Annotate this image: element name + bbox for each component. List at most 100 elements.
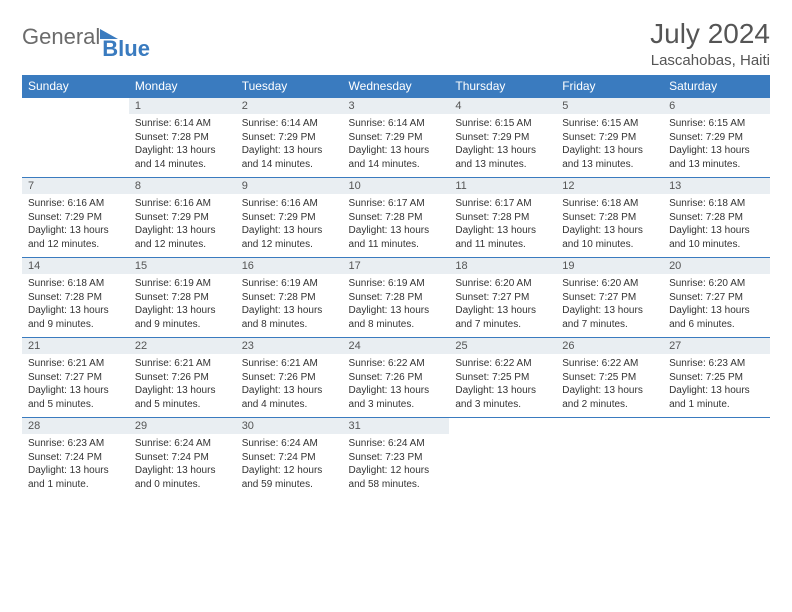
day-content: Sunrise: 6:21 AMSunset: 7:27 PMDaylight:…: [22, 354, 129, 417]
sunrise-line: Sunrise: 6:14 AM: [135, 117, 230, 131]
calendar-cell: [22, 98, 129, 178]
daylight-line-2: and 13 minutes.: [455, 158, 550, 172]
day-content: Sunrise: 6:24 AMSunset: 7:24 PMDaylight:…: [129, 434, 236, 497]
sunset-line: Sunset: 7:27 PM: [562, 291, 657, 305]
sunrise-line: Sunrise: 6:21 AM: [28, 357, 123, 371]
day-content: Sunrise: 6:14 AMSunset: 7:29 PMDaylight:…: [236, 114, 343, 177]
day-number: 26: [556, 338, 663, 354]
daylight-line-2: and 13 minutes.: [669, 158, 764, 172]
weekday-header-row: SundayMondayTuesdayWednesdayThursdayFrid…: [22, 75, 770, 98]
daylight-line-2: and 6 minutes.: [669, 318, 764, 332]
daylight-line-2: and 10 minutes.: [669, 238, 764, 252]
sunset-line: Sunset: 7:29 PM: [242, 131, 337, 145]
day-content: Sunrise: 6:24 AMSunset: 7:23 PMDaylight:…: [343, 434, 450, 497]
daylight-line-2: and 7 minutes.: [562, 318, 657, 332]
calendar-cell: 8Sunrise: 6:16 AMSunset: 7:29 PMDaylight…: [129, 178, 236, 258]
calendar-cell: 16Sunrise: 6:19 AMSunset: 7:28 PMDayligh…: [236, 258, 343, 338]
sunset-line: Sunset: 7:28 PM: [562, 211, 657, 225]
daylight-line-1: Daylight: 13 hours: [349, 224, 444, 238]
day-content: Sunrise: 6:18 AMSunset: 7:28 PMDaylight:…: [22, 274, 129, 337]
calendar-cell: 30Sunrise: 6:24 AMSunset: 7:24 PMDayligh…: [236, 418, 343, 498]
day-number: 20: [663, 258, 770, 274]
calendar-cell: 23Sunrise: 6:21 AMSunset: 7:26 PMDayligh…: [236, 338, 343, 418]
sunrise-line: Sunrise: 6:22 AM: [455, 357, 550, 371]
sunrise-line: Sunrise: 6:22 AM: [349, 357, 444, 371]
day-number: 8: [129, 178, 236, 194]
day-number: 21: [22, 338, 129, 354]
sunset-line: Sunset: 7:27 PM: [669, 291, 764, 305]
weekday-header: Monday: [129, 75, 236, 98]
sunrise-line: Sunrise: 6:21 AM: [135, 357, 230, 371]
daylight-line-2: and 58 minutes.: [349, 478, 444, 492]
day-content: Sunrise: 6:18 AMSunset: 7:28 PMDaylight:…: [556, 194, 663, 257]
sunset-line: Sunset: 7:28 PM: [455, 211, 550, 225]
day-number: 13: [663, 178, 770, 194]
sunrise-line: Sunrise: 6:23 AM: [669, 357, 764, 371]
sunset-line: Sunset: 7:29 PM: [28, 211, 123, 225]
sunrise-line: Sunrise: 6:18 AM: [562, 197, 657, 211]
calendar-cell: 21Sunrise: 6:21 AMSunset: 7:27 PMDayligh…: [22, 338, 129, 418]
day-number: 24: [343, 338, 450, 354]
daylight-line-1: Daylight: 13 hours: [669, 224, 764, 238]
calendar-cell: 28Sunrise: 6:23 AMSunset: 7:24 PMDayligh…: [22, 418, 129, 498]
calendar-cell: 29Sunrise: 6:24 AMSunset: 7:24 PMDayligh…: [129, 418, 236, 498]
sunset-line: Sunset: 7:28 PM: [669, 211, 764, 225]
sunset-line: Sunset: 7:24 PM: [135, 451, 230, 465]
day-number: 14: [22, 258, 129, 274]
day-number: 2: [236, 98, 343, 114]
day-content: Sunrise: 6:23 AMSunset: 7:25 PMDaylight:…: [663, 354, 770, 417]
calendar-cell: [556, 418, 663, 498]
calendar-week-row: 21Sunrise: 6:21 AMSunset: 7:27 PMDayligh…: [22, 338, 770, 418]
day-number: 4: [449, 98, 556, 114]
day-number: 15: [129, 258, 236, 274]
daylight-line-2: and 11 minutes.: [455, 238, 550, 252]
calendar-cell: 2Sunrise: 6:14 AMSunset: 7:29 PMDaylight…: [236, 98, 343, 178]
weekday-header: Saturday: [663, 75, 770, 98]
sunset-line: Sunset: 7:28 PM: [349, 211, 444, 225]
sunset-line: Sunset: 7:27 PM: [455, 291, 550, 305]
daylight-line-1: Daylight: 13 hours: [562, 224, 657, 238]
daylight-line-1: Daylight: 13 hours: [669, 384, 764, 398]
daylight-line-1: Daylight: 13 hours: [562, 304, 657, 318]
sunset-line: Sunset: 7:24 PM: [28, 451, 123, 465]
daylight-line-1: Daylight: 13 hours: [562, 384, 657, 398]
day-content: Sunrise: 6:17 AMSunset: 7:28 PMDaylight:…: [449, 194, 556, 257]
daylight-line-2: and 0 minutes.: [135, 478, 230, 492]
calendar-week-row: 28Sunrise: 6:23 AMSunset: 7:24 PMDayligh…: [22, 418, 770, 498]
day-number: 10: [343, 178, 450, 194]
daylight-line-1: Daylight: 12 hours: [242, 464, 337, 478]
sunrise-line: Sunrise: 6:14 AM: [242, 117, 337, 131]
calendar-cell: 22Sunrise: 6:21 AMSunset: 7:26 PMDayligh…: [129, 338, 236, 418]
day-content: Sunrise: 6:20 AMSunset: 7:27 PMDaylight:…: [556, 274, 663, 337]
sunset-line: Sunset: 7:25 PM: [562, 371, 657, 385]
calendar-cell: 20Sunrise: 6:20 AMSunset: 7:27 PMDayligh…: [663, 258, 770, 338]
daylight-line-2: and 4 minutes.: [242, 398, 337, 412]
daylight-line-2: and 8 minutes.: [349, 318, 444, 332]
sunset-line: Sunset: 7:28 PM: [242, 291, 337, 305]
sunrise-line: Sunrise: 6:19 AM: [242, 277, 337, 291]
daylight-line-1: Daylight: 13 hours: [135, 224, 230, 238]
sunrise-line: Sunrise: 6:20 AM: [455, 277, 550, 291]
day-content: Sunrise: 6:23 AMSunset: 7:24 PMDaylight:…: [22, 434, 129, 497]
sunset-line: Sunset: 7:28 PM: [349, 291, 444, 305]
calendar-cell: 18Sunrise: 6:20 AMSunset: 7:27 PMDayligh…: [449, 258, 556, 338]
day-number: 22: [129, 338, 236, 354]
day-number: 30: [236, 418, 343, 434]
day-content: Sunrise: 6:21 AMSunset: 7:26 PMDaylight:…: [236, 354, 343, 417]
day-number: 23: [236, 338, 343, 354]
daylight-line-1: Daylight: 13 hours: [669, 304, 764, 318]
daylight-line-2: and 12 minutes.: [242, 238, 337, 252]
daylight-line-1: Daylight: 12 hours: [349, 464, 444, 478]
calendar-cell: [663, 418, 770, 498]
sunrise-line: Sunrise: 6:16 AM: [135, 197, 230, 211]
sunset-line: Sunset: 7:29 PM: [455, 131, 550, 145]
daylight-line-1: Daylight: 13 hours: [455, 224, 550, 238]
sunset-line: Sunset: 7:27 PM: [28, 371, 123, 385]
daylight-line-1: Daylight: 13 hours: [349, 304, 444, 318]
day-content: Sunrise: 6:22 AMSunset: 7:25 PMDaylight:…: [449, 354, 556, 417]
calendar-cell: 14Sunrise: 6:18 AMSunset: 7:28 PMDayligh…: [22, 258, 129, 338]
daylight-line-1: Daylight: 13 hours: [562, 144, 657, 158]
daylight-line-1: Daylight: 13 hours: [242, 144, 337, 158]
sunrise-line: Sunrise: 6:20 AM: [562, 277, 657, 291]
daylight-line-1: Daylight: 13 hours: [28, 304, 123, 318]
